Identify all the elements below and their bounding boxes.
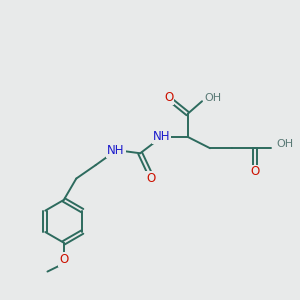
Text: O: O: [250, 166, 259, 178]
Text: NH: NH: [107, 144, 124, 157]
Text: O: O: [164, 91, 173, 104]
Text: OH: OH: [276, 139, 293, 149]
Text: NH: NH: [153, 130, 170, 143]
Text: O: O: [146, 172, 155, 185]
Text: OH: OH: [204, 93, 221, 103]
Text: O: O: [59, 253, 68, 266]
